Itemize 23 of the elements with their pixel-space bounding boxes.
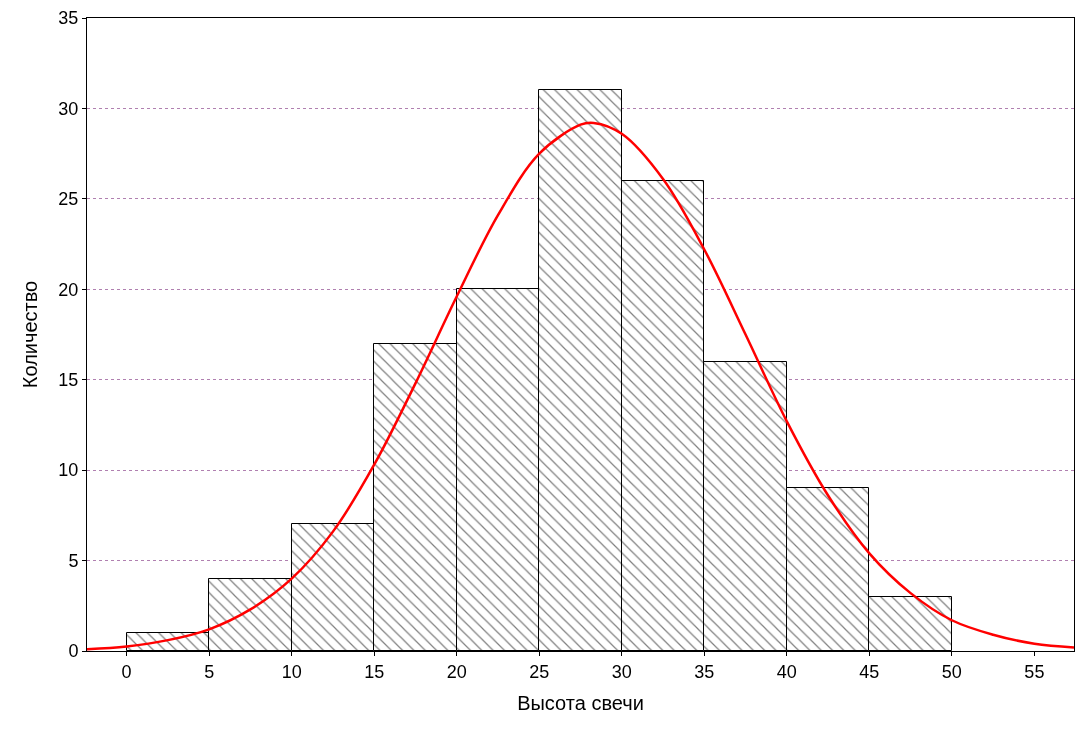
x-tick-label: 40 [776, 661, 797, 682]
x-tick-label: 55 [1024, 661, 1045, 682]
x-tick-label: 35 [694, 661, 715, 682]
y-axis-title: Количество [18, 280, 41, 389]
y-tick-label: 30 [58, 98, 79, 119]
y-tick-label: 0 [68, 641, 79, 662]
y-tick-label: 35 [58, 8, 79, 29]
x-tick-label: 5 [204, 661, 215, 682]
x-tick-label: 30 [611, 661, 632, 682]
x-tick-label: 25 [529, 661, 550, 682]
y-tick-label: 10 [58, 460, 79, 481]
x-tick-label: 45 [859, 661, 880, 682]
x-tick-label: 10 [281, 661, 302, 682]
x-tick-label: 0 [121, 661, 132, 682]
y-tick-label: 25 [58, 189, 79, 210]
y-tick-label: 15 [58, 370, 79, 391]
x-tick-label: 15 [364, 661, 385, 682]
line-series [87, 121, 1074, 651]
x-axis-title: Высота свечи [517, 692, 644, 715]
x-tick-label: 50 [941, 661, 962, 682]
y-tick-label: 20 [58, 279, 79, 300]
y-tick-label: 5 [68, 550, 79, 571]
x-tick-label: 20 [446, 661, 467, 682]
